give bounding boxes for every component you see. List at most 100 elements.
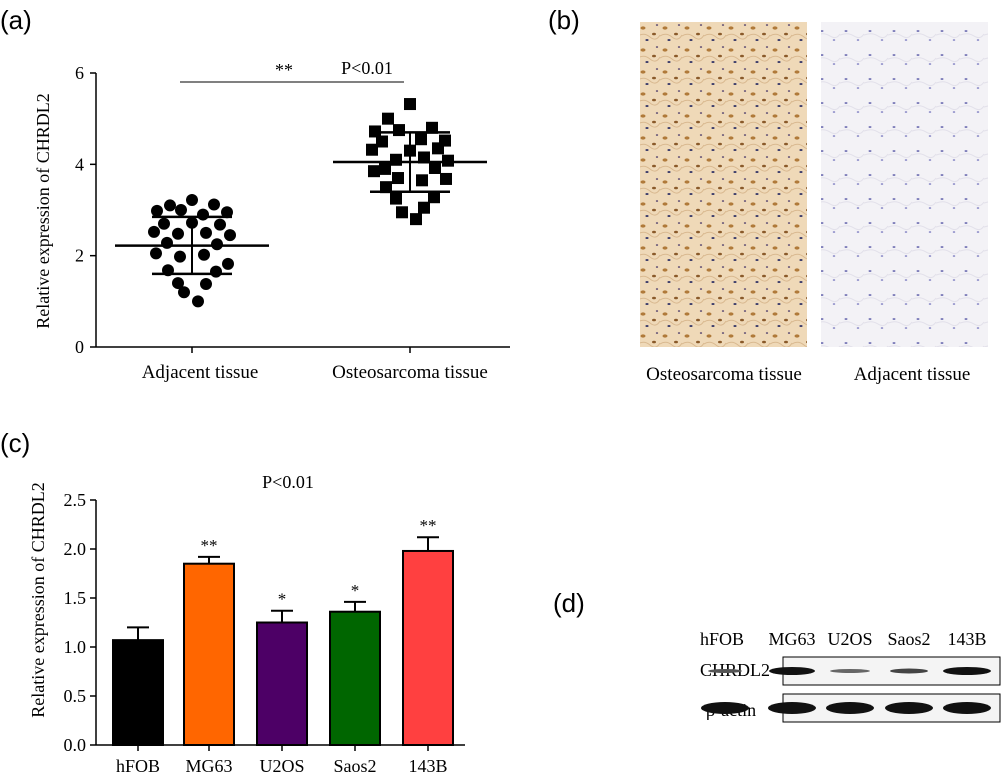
chart-a-ytick-label: 6 [75,63,84,83]
chart-a-point [164,199,176,212]
blot-band-beta-actin [768,702,816,714]
chart-a-point [200,226,212,239]
panel-a-label: (a) [0,5,32,35]
blot-band-chrdl2 [708,669,742,673]
chart-a-significance-stars: ** [275,60,293,80]
chart-c-ytick-label: 0.0 [64,735,87,755]
osteosarcoma-tissue-image [640,22,807,347]
chart-a-point [192,295,204,308]
chart-a-point [175,204,187,216]
chart-a-point [416,174,428,187]
blot-lane-label: hFOB [700,629,744,649]
blot-lane-label: Saos2 [887,629,930,649]
chart-a-point [200,277,212,290]
chart-a-point [198,248,210,261]
blot-lane-label: 143B [947,629,986,649]
chart-a-point [221,206,233,219]
blot-band-beta-actin [885,702,933,714]
chart-a-point [376,135,388,148]
chart-a-point [148,225,160,238]
chart-c-xtick-label: 143B [408,756,447,776]
blot-band-beta-actin [701,702,749,714]
panel-d-label: (d) [553,588,585,618]
caption-adjacent-tissue: Adjacent tissue [854,364,971,385]
chart-a-point [368,165,380,178]
chart-a-point [208,198,220,211]
chart-a-point [382,112,394,125]
chart-a-point [426,121,438,134]
chart-a-point [393,124,405,137]
chart-a-point [392,172,404,185]
chart-a-point [224,229,236,242]
panel-c-bar-chart: Relative expression of CHRDL2 P<0.01 0.0… [28,472,465,776]
chart-a-point [380,181,392,194]
chart-c-xtick-label: U2OS [259,756,304,776]
chart-a-point [174,250,186,263]
blot-band-beta-actin [943,702,991,714]
chart-a-point [366,143,378,156]
chart-a-point [428,191,440,204]
blot-band-beta-actin [826,702,874,714]
chart-a-point [410,213,422,226]
chart-c-ylabel: Relative expression of CHRDL2 [28,482,48,717]
chart-a-point [210,265,222,278]
chart-c-ytick-label: 2.5 [64,490,87,510]
blot-band-chrdl2 [890,668,928,674]
chart-c-ytick-label: 1.5 [64,588,87,608]
chart-a-ytick-label: 2 [75,246,84,266]
chart-c-xtick-label: MG63 [185,756,232,776]
chart-a-point [161,236,173,249]
chart-c-xtick-label: Saos2 [333,756,376,776]
chart-a-point [178,286,190,299]
chart-c-significance: ** [420,516,437,535]
chart-a-point [211,238,223,251]
chart-a-point [151,204,163,217]
chart-a-point [197,208,209,221]
blot-lane-label: U2OS [827,629,872,649]
chart-c-annotation: P<0.01 [262,472,314,492]
chart-a-xtick-label: Osteosarcoma tissue [332,362,488,383]
chart-c-ytick-label: 0.5 [64,686,87,706]
chart-a-point [390,153,402,166]
chart-a-point [222,257,234,270]
blot-band-chrdl2 [830,669,870,673]
panel-a-scatter-chart: Relative expression of CHRDL2 ** P<0.01 … [33,58,510,383]
chart-a-point [415,133,427,146]
chart-a-significance-text: P<0.01 [341,58,393,78]
chart-c-ytick-label: 2.0 [64,539,87,559]
chart-a-point [214,218,226,231]
chart-a-xtick-label: Adjacent tissue [142,362,259,383]
chart-a-point [396,206,408,219]
panel-b-label: (b) [548,5,580,35]
chart-a-point [390,192,402,205]
chart-c-bar [112,639,164,747]
adjacent-tissue-image [821,22,988,347]
chart-c-bar [329,610,381,746]
chart-a-point [172,227,184,240]
blot-lane-label: MG63 [768,629,815,649]
chart-c-bar [183,562,235,747]
caption-osteosarcoma-tissue: Osteosarcoma tissue [646,364,802,385]
panel-b-ihc-images: Osteosarcoma tissue Adjacent tissue [640,22,988,385]
chart-a-point [404,98,416,111]
chart-a-point [432,142,444,155]
chart-a-point [418,151,430,164]
chart-c-significance: ** [201,536,218,555]
chart-a-ytick-label: 0 [75,337,84,357]
chart-a-point [158,217,170,230]
chart-c-significance: * [351,581,360,600]
chart-a-point [429,161,441,174]
chart-a-point [186,193,198,206]
chart-c-bar [402,549,454,747]
chart-a-ylabel: Relative expression of CHRDL2 [33,93,53,328]
chart-c-significance: * [278,590,287,609]
panel-c-label: (c) [0,428,30,458]
chart-c-ytick-label: 1.0 [64,637,87,657]
chart-a-point [442,154,454,167]
chart-a-point [440,172,452,185]
chart-c-bar [256,621,308,746]
blot-band-chrdl2 [769,667,815,675]
chart-a-ytick-label: 4 [75,154,84,174]
chart-c-xtick-label: hFOB [116,756,160,776]
